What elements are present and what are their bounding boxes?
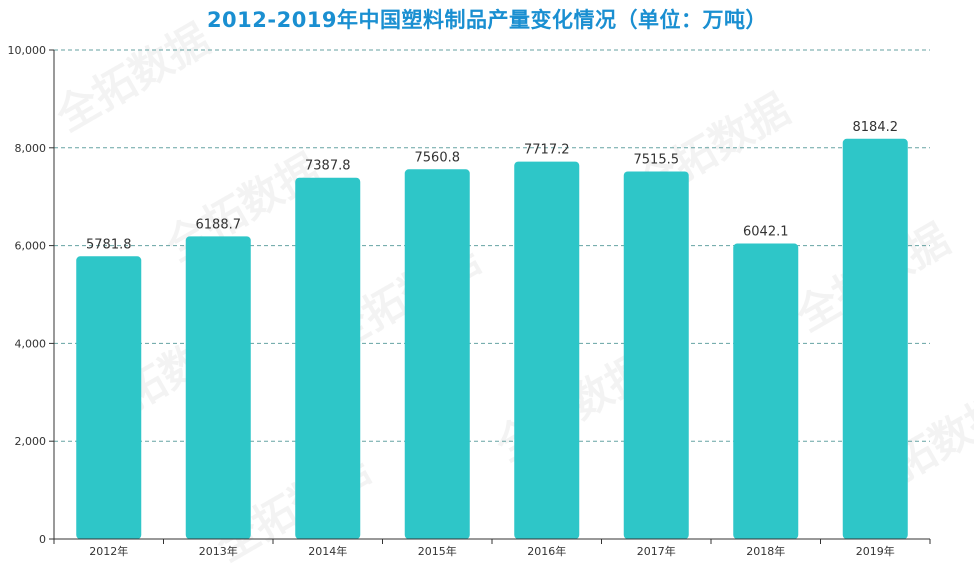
bar[interactable] <box>295 177 361 540</box>
y-tick-label: 6,000 <box>15 240 47 253</box>
data-label: 7560.8 <box>415 150 461 165</box>
data-label: 7515.5 <box>634 152 680 167</box>
bar[interactable] <box>733 243 799 539</box>
bar[interactable] <box>623 171 689 539</box>
x-tick-label: 2018年 <box>746 544 785 558</box>
data-label: 6188.7 <box>196 217 242 232</box>
x-tick-label: 2015年 <box>418 544 457 558</box>
y-tick-label: 2,000 <box>15 435 47 448</box>
x-tick-label: 2013年 <box>199 544 238 558</box>
y-tick-label: 4,000 <box>15 337 47 350</box>
y-tick-label: 10,000 <box>8 44 47 57</box>
bar[interactable] <box>185 236 251 540</box>
data-label: 7717.2 <box>524 143 570 158</box>
data-label: 8184.2 <box>853 120 899 135</box>
y-tick-label: 8,000 <box>15 142 47 155</box>
x-tick-label: 2017年 <box>637 544 676 558</box>
x-tick-label: 2012年 <box>89 544 128 558</box>
axes-group: 0 2,000 4,000 6,000 8,000 10,000 2012年 2013年 201… <box>8 44 931 558</box>
watermark-text: 全拓数据 <box>47 14 218 141</box>
data-label: 5781.8 <box>86 237 132 252</box>
bars-group: 5781.8 6188.7 7387.8 7560.8 7717.2 7515.5 6042… <box>76 120 908 540</box>
bar[interactable] <box>842 138 908 540</box>
x-tick-label: 2019年 <box>856 544 895 558</box>
x-tick-label: 2016年 <box>527 544 566 558</box>
y-tick-label: 0 <box>39 533 46 546</box>
x-tick-label: 2014年 <box>308 544 347 558</box>
data-label: 7387.8 <box>305 159 351 174</box>
bar[interactable] <box>404 169 470 539</box>
data-label: 6042.1 <box>743 225 789 240</box>
bar[interactable] <box>76 256 142 539</box>
chart-title: 2012-2019年中国塑料制品产量变化情况（单位：万吨） <box>206 8 768 32</box>
bar[interactable] <box>514 161 580 540</box>
